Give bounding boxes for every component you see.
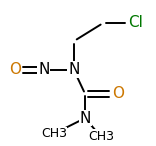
Text: N: N [79, 111, 91, 126]
Text: N: N [38, 62, 49, 77]
Text: CH3: CH3 [41, 127, 67, 140]
Text: Cl: Cl [128, 15, 143, 30]
Text: N: N [68, 62, 79, 77]
Text: O: O [112, 86, 124, 101]
Text: CH3: CH3 [88, 130, 114, 143]
Text: O: O [9, 62, 21, 77]
